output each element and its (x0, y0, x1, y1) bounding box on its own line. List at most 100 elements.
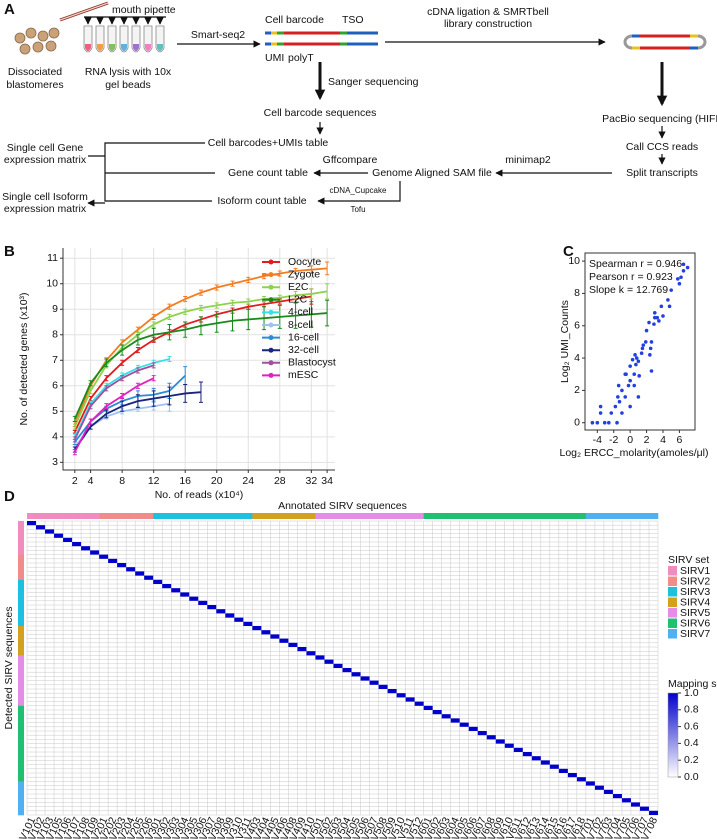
group-bar-left (18, 651, 24, 656)
heatmap-cell (333, 663, 343, 668)
heatmap-cell (54, 533, 64, 538)
point (607, 420, 611, 425)
legend-swatch (668, 587, 677, 597)
point (657, 319, 661, 323)
error-bar (214, 302, 219, 309)
point (590, 420, 595, 425)
error-bar (183, 321, 188, 338)
group-bar-top (540, 513, 551, 519)
label: Gffcompare (323, 154, 378, 166)
legend-marker (268, 309, 274, 315)
group-bar-top (432, 513, 442, 519)
legend-marker (268, 297, 274, 303)
point (609, 411, 614, 415)
error-bar (88, 403, 93, 410)
label: Gene count table (228, 167, 308, 179)
heatmap-cell (324, 659, 334, 664)
point (624, 372, 628, 377)
point (636, 395, 641, 399)
group-bar-left (18, 752, 24, 757)
x-tick-label: -2 (609, 434, 618, 446)
point (615, 420, 619, 425)
group-bar-left (18, 575, 24, 581)
error-bar (198, 316, 203, 336)
series-line (74, 364, 154, 440)
group-bar-top (333, 513, 343, 519)
label: TSO (342, 14, 364, 26)
error-bar (151, 321, 156, 328)
error-bar (104, 358, 109, 368)
group-bar-top (54, 513, 64, 519)
group-bar-top (306, 513, 316, 519)
legend-marker (268, 322, 274, 328)
error-bar (246, 276, 251, 283)
heatmap-cell (198, 600, 208, 605)
point (675, 277, 680, 281)
heatmap-cell (576, 777, 586, 782)
tube-liquid (97, 44, 103, 51)
label: minimap2 (505, 154, 551, 166)
point (628, 378, 632, 383)
x-tick-label: 2 (644, 434, 650, 446)
group-bar-top (135, 513, 145, 519)
error-bar (325, 261, 330, 276)
heatmap-cell (342, 668, 352, 673)
label: expression matrix (4, 203, 87, 215)
group-bar-left (18, 655, 24, 660)
heatmap-cell (270, 634, 280, 639)
x-tick-label: 4 (660, 434, 666, 446)
heatmap-cell (513, 747, 523, 752)
group-bar-top (450, 513, 460, 519)
label: Cell barcodes+UMIs table (208, 137, 329, 149)
error-bar (135, 394, 140, 408)
group-bar-left (18, 542, 24, 547)
point (633, 353, 637, 357)
point (649, 340, 654, 344)
x-tick-label: 12 (148, 475, 160, 487)
group-bar-left (18, 693, 24, 698)
group-bar-top (378, 513, 388, 519)
heatmap-cell (450, 718, 460, 723)
heatmap-cell (216, 609, 226, 614)
arrow (317, 181, 401, 205)
label: gel beads (105, 79, 151, 91)
group-bar-top (459, 513, 469, 519)
group-bar-left (18, 638, 24, 644)
label: Smart-seq2 (191, 29, 245, 41)
error-bar (104, 385, 109, 392)
point (634, 362, 638, 367)
colorbar-label: 0.0 (684, 771, 699, 783)
point (647, 320, 651, 325)
group-bar-top (270, 513, 280, 519)
legend-label: mESC (288, 369, 319, 381)
group-bar-left (18, 634, 24, 639)
connector (104, 142, 215, 202)
heatmap-cell (162, 584, 172, 589)
label: Dissociated (8, 66, 62, 78)
group-bar-left (18, 563, 24, 568)
point (655, 315, 660, 320)
blastomere-icons (14, 27, 60, 55)
group-bar-top (558, 513, 569, 519)
heatmap-cell (504, 743, 514, 748)
group-bar-left (18, 592, 24, 597)
y-tick-label: 6 (574, 320, 580, 332)
group-bar-left (18, 760, 24, 765)
point (616, 395, 620, 399)
heatmap-cell (459, 722, 469, 727)
group-bar-left (18, 600, 24, 606)
tube-liquid (121, 44, 127, 51)
group-bar-left (18, 802, 24, 807)
point (630, 357, 635, 362)
group-bar-top (108, 513, 118, 519)
point (617, 399, 622, 404)
heatmap-grid (26, 520, 659, 816)
group-bar-left (18, 676, 24, 681)
error-bar (151, 362, 156, 369)
error-bar (183, 384, 188, 403)
group-bar-left (18, 609, 24, 614)
group-bar-top (567, 513, 578, 519)
group-bar-left (18, 718, 24, 723)
heatmap-cell (486, 735, 496, 740)
axes (62, 248, 335, 471)
